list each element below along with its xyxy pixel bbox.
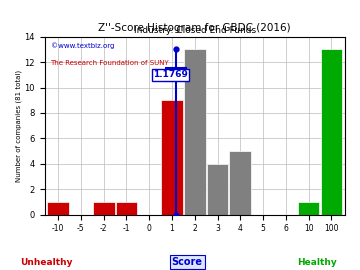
Bar [320,49,342,215]
Bar [184,49,206,215]
Text: 1.1769: 1.1769 [153,70,188,79]
Bar [116,202,137,215]
Bar [161,100,183,215]
Bar [48,202,69,215]
Text: Score: Score [172,256,203,266]
Text: ©www.textbiz.org: ©www.textbiz.org [50,42,114,49]
Y-axis label: Number of companies (81 total): Number of companies (81 total) [15,70,22,182]
Bar [229,151,251,215]
Bar [93,202,114,215]
Text: The Research Foundation of SUNY: The Research Foundation of SUNY [50,60,169,66]
Text: Industry: Closed End Funds: Industry: Closed End Funds [134,26,256,35]
Bar [207,164,228,215]
Text: Unhealthy: Unhealthy [21,258,73,266]
Title: Z''-Score Histogram for GBDC (2016): Z''-Score Histogram for GBDC (2016) [98,23,291,33]
Bar [298,202,319,215]
Text: Healthy: Healthy [297,258,337,266]
